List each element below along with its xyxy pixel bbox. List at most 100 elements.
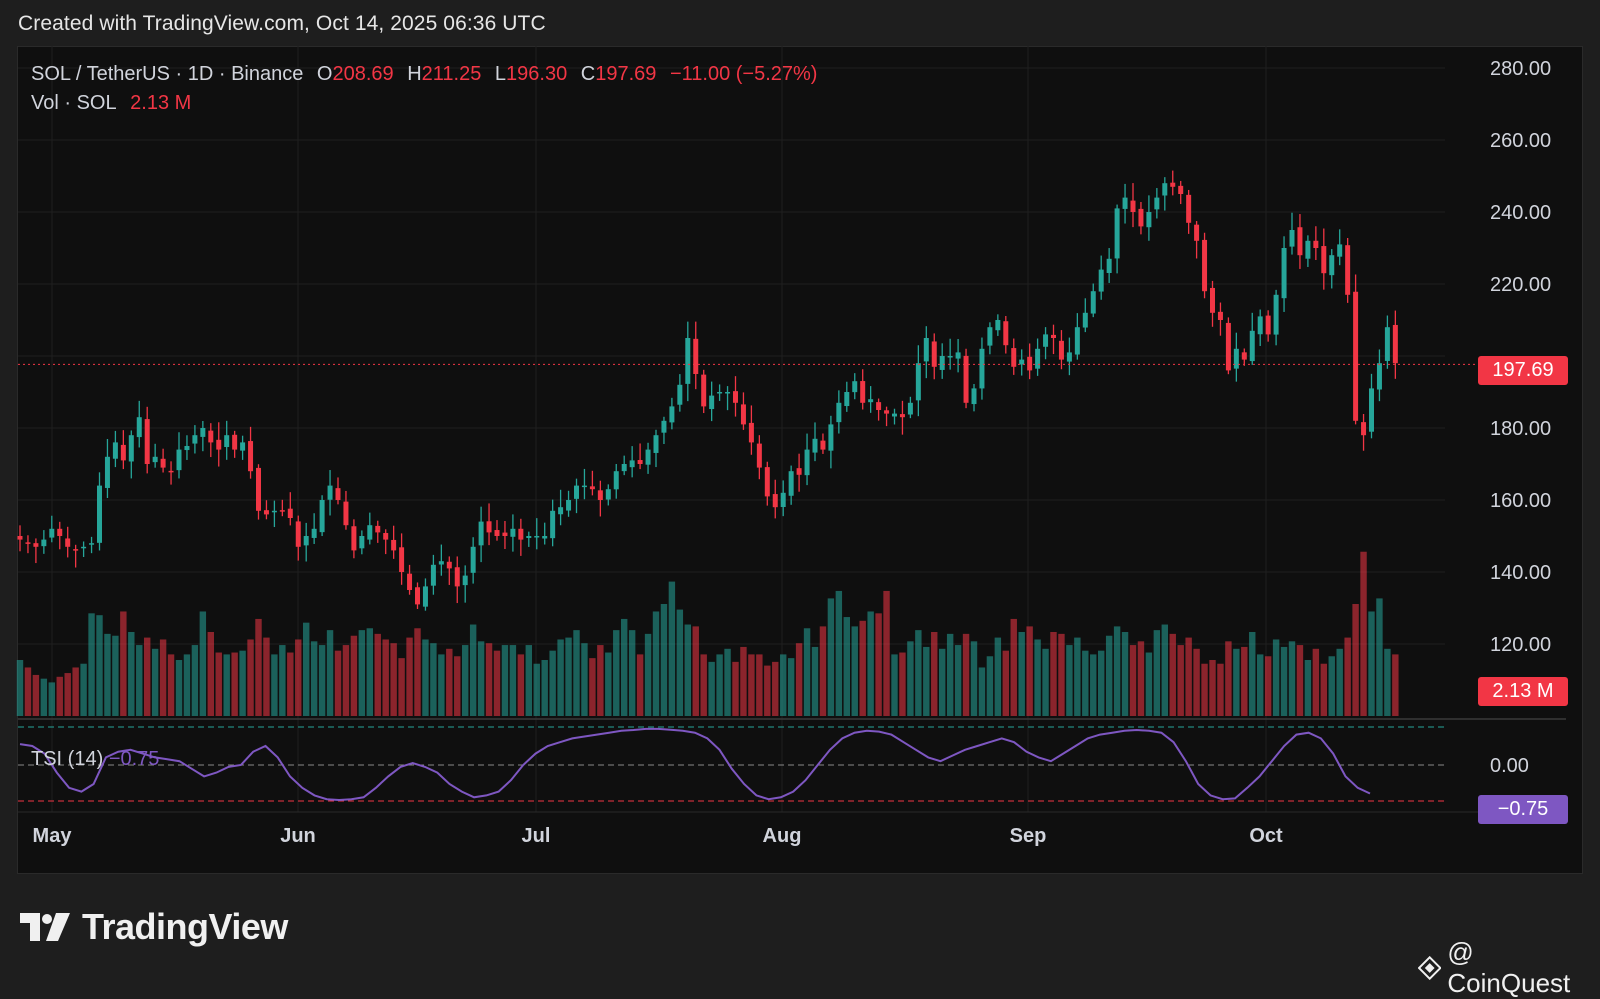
volume-bar <box>1034 639 1041 716</box>
volume-bar <box>724 648 731 716</box>
candle-body <box>271 510 277 513</box>
candle-body <box>454 567 460 587</box>
candle-body <box>152 456 158 463</box>
candle-body <box>589 486 595 490</box>
candlestick-chart[interactable]: 280.00 260.00 240.00 220.00 180.00 160.00 140.… <box>0 0 1600 979</box>
volume-bar <box>573 630 580 716</box>
candle-body <box>1003 321 1009 346</box>
candle-body <box>669 406 675 423</box>
candle-body <box>1082 312 1088 328</box>
candle-body <box>208 430 214 443</box>
volume-bar <box>994 637 1002 716</box>
candle-body <box>923 338 929 362</box>
legend-ohlc-row: SOL / TetherUS · 1D · Binance O208.69 H2… <box>31 60 817 89</box>
candle-body <box>581 485 587 488</box>
volume-bar <box>501 645 509 716</box>
candle-body <box>216 439 222 450</box>
volume-bar <box>1352 604 1359 716</box>
last-price-tag: 197.69 <box>1478 356 1568 385</box>
candle-body <box>1186 194 1192 223</box>
volume-bar <box>239 650 246 716</box>
candle-body <box>1098 269 1104 292</box>
legend-volume-row: Vol · SOL 2.13 M <box>31 89 817 118</box>
volume-bar <box>1384 648 1391 716</box>
volume-bar <box>414 628 421 716</box>
candle-body <box>176 449 182 471</box>
volume-bar <box>1050 632 1057 716</box>
volume-bar <box>80 663 87 716</box>
volume-bar <box>1368 611 1375 716</box>
volume-bar <box>915 630 922 716</box>
candle-body <box>979 348 985 389</box>
candle-body <box>1361 422 1367 436</box>
candle-body <box>367 525 373 540</box>
tsi-value-tag: −0.75 <box>1478 795 1568 824</box>
candle-body <box>1345 245 1351 295</box>
candle-body <box>1337 244 1343 257</box>
volume-bar <box>636 654 644 716</box>
candle-body <box>764 467 770 497</box>
tradingview-logo[interactable]: TradingView <box>20 906 288 948</box>
volume-bar <box>1090 654 1097 716</box>
volume-bar <box>517 654 525 716</box>
volume-bar <box>1360 551 1367 716</box>
candle-body <box>804 449 810 476</box>
volume-bar <box>215 652 222 716</box>
volume-bar <box>183 654 191 716</box>
volume-bar <box>1058 633 1065 716</box>
volume-bar <box>1296 645 1304 716</box>
volume-bar <box>1098 650 1105 716</box>
candle-body <box>343 501 349 526</box>
candle-body <box>971 388 977 405</box>
chart-frame[interactable] <box>17 46 1583 874</box>
volume-bar <box>1312 648 1320 716</box>
volume-bar <box>1225 641 1232 716</box>
candle-body <box>1043 334 1049 347</box>
volume-bar <box>946 633 954 716</box>
volume-bar <box>676 609 684 716</box>
volume-bar <box>398 658 405 716</box>
candle-body <box>1027 356 1033 371</box>
candle-body <box>144 419 150 464</box>
candle-body <box>788 471 794 496</box>
time-axis-label: Aug <box>763 825 802 847</box>
volume-bar <box>303 622 310 716</box>
candle-body <box>597 490 603 500</box>
volume-bar <box>851 626 858 716</box>
price-axis-label: 220.00 <box>1490 274 1551 296</box>
volume-bar <box>740 646 747 716</box>
candle-body <box>1178 185 1184 194</box>
candle-body <box>820 440 826 450</box>
candle-body <box>1194 224 1200 241</box>
price-axis-label: 280.00 <box>1490 58 1551 80</box>
candle-body <box>1138 208 1144 227</box>
candle-body <box>1313 240 1319 248</box>
volume-bar <box>509 645 517 716</box>
candle-body <box>502 532 508 536</box>
volume-bar <box>295 639 302 716</box>
candle-body <box>1233 348 1239 369</box>
candle-body <box>1265 315 1271 335</box>
volume-bar <box>1137 641 1145 716</box>
volume-bar <box>24 667 32 716</box>
price-axis-label: 160.00 <box>1490 490 1551 512</box>
candle-body <box>566 500 572 511</box>
candle-body <box>907 402 913 415</box>
volume-bar <box>652 611 660 716</box>
legend-close-label: C <box>580 63 596 85</box>
candle-body <box>756 443 762 468</box>
candle-body <box>295 521 301 547</box>
candle-body <box>1051 334 1056 338</box>
volume-bar <box>1336 648 1343 716</box>
binance-diamond-icon <box>1418 956 1442 980</box>
volume-bar <box>1082 650 1089 716</box>
candle-body <box>160 458 166 468</box>
candle-body <box>1011 348 1017 367</box>
candle-body <box>327 485 333 500</box>
volume-bar <box>1264 656 1272 716</box>
candle-body <box>884 410 890 414</box>
volume-bar <box>382 639 389 716</box>
volume-bar <box>326 630 334 716</box>
candle-body <box>812 438 818 453</box>
candle-body <box>391 539 397 551</box>
